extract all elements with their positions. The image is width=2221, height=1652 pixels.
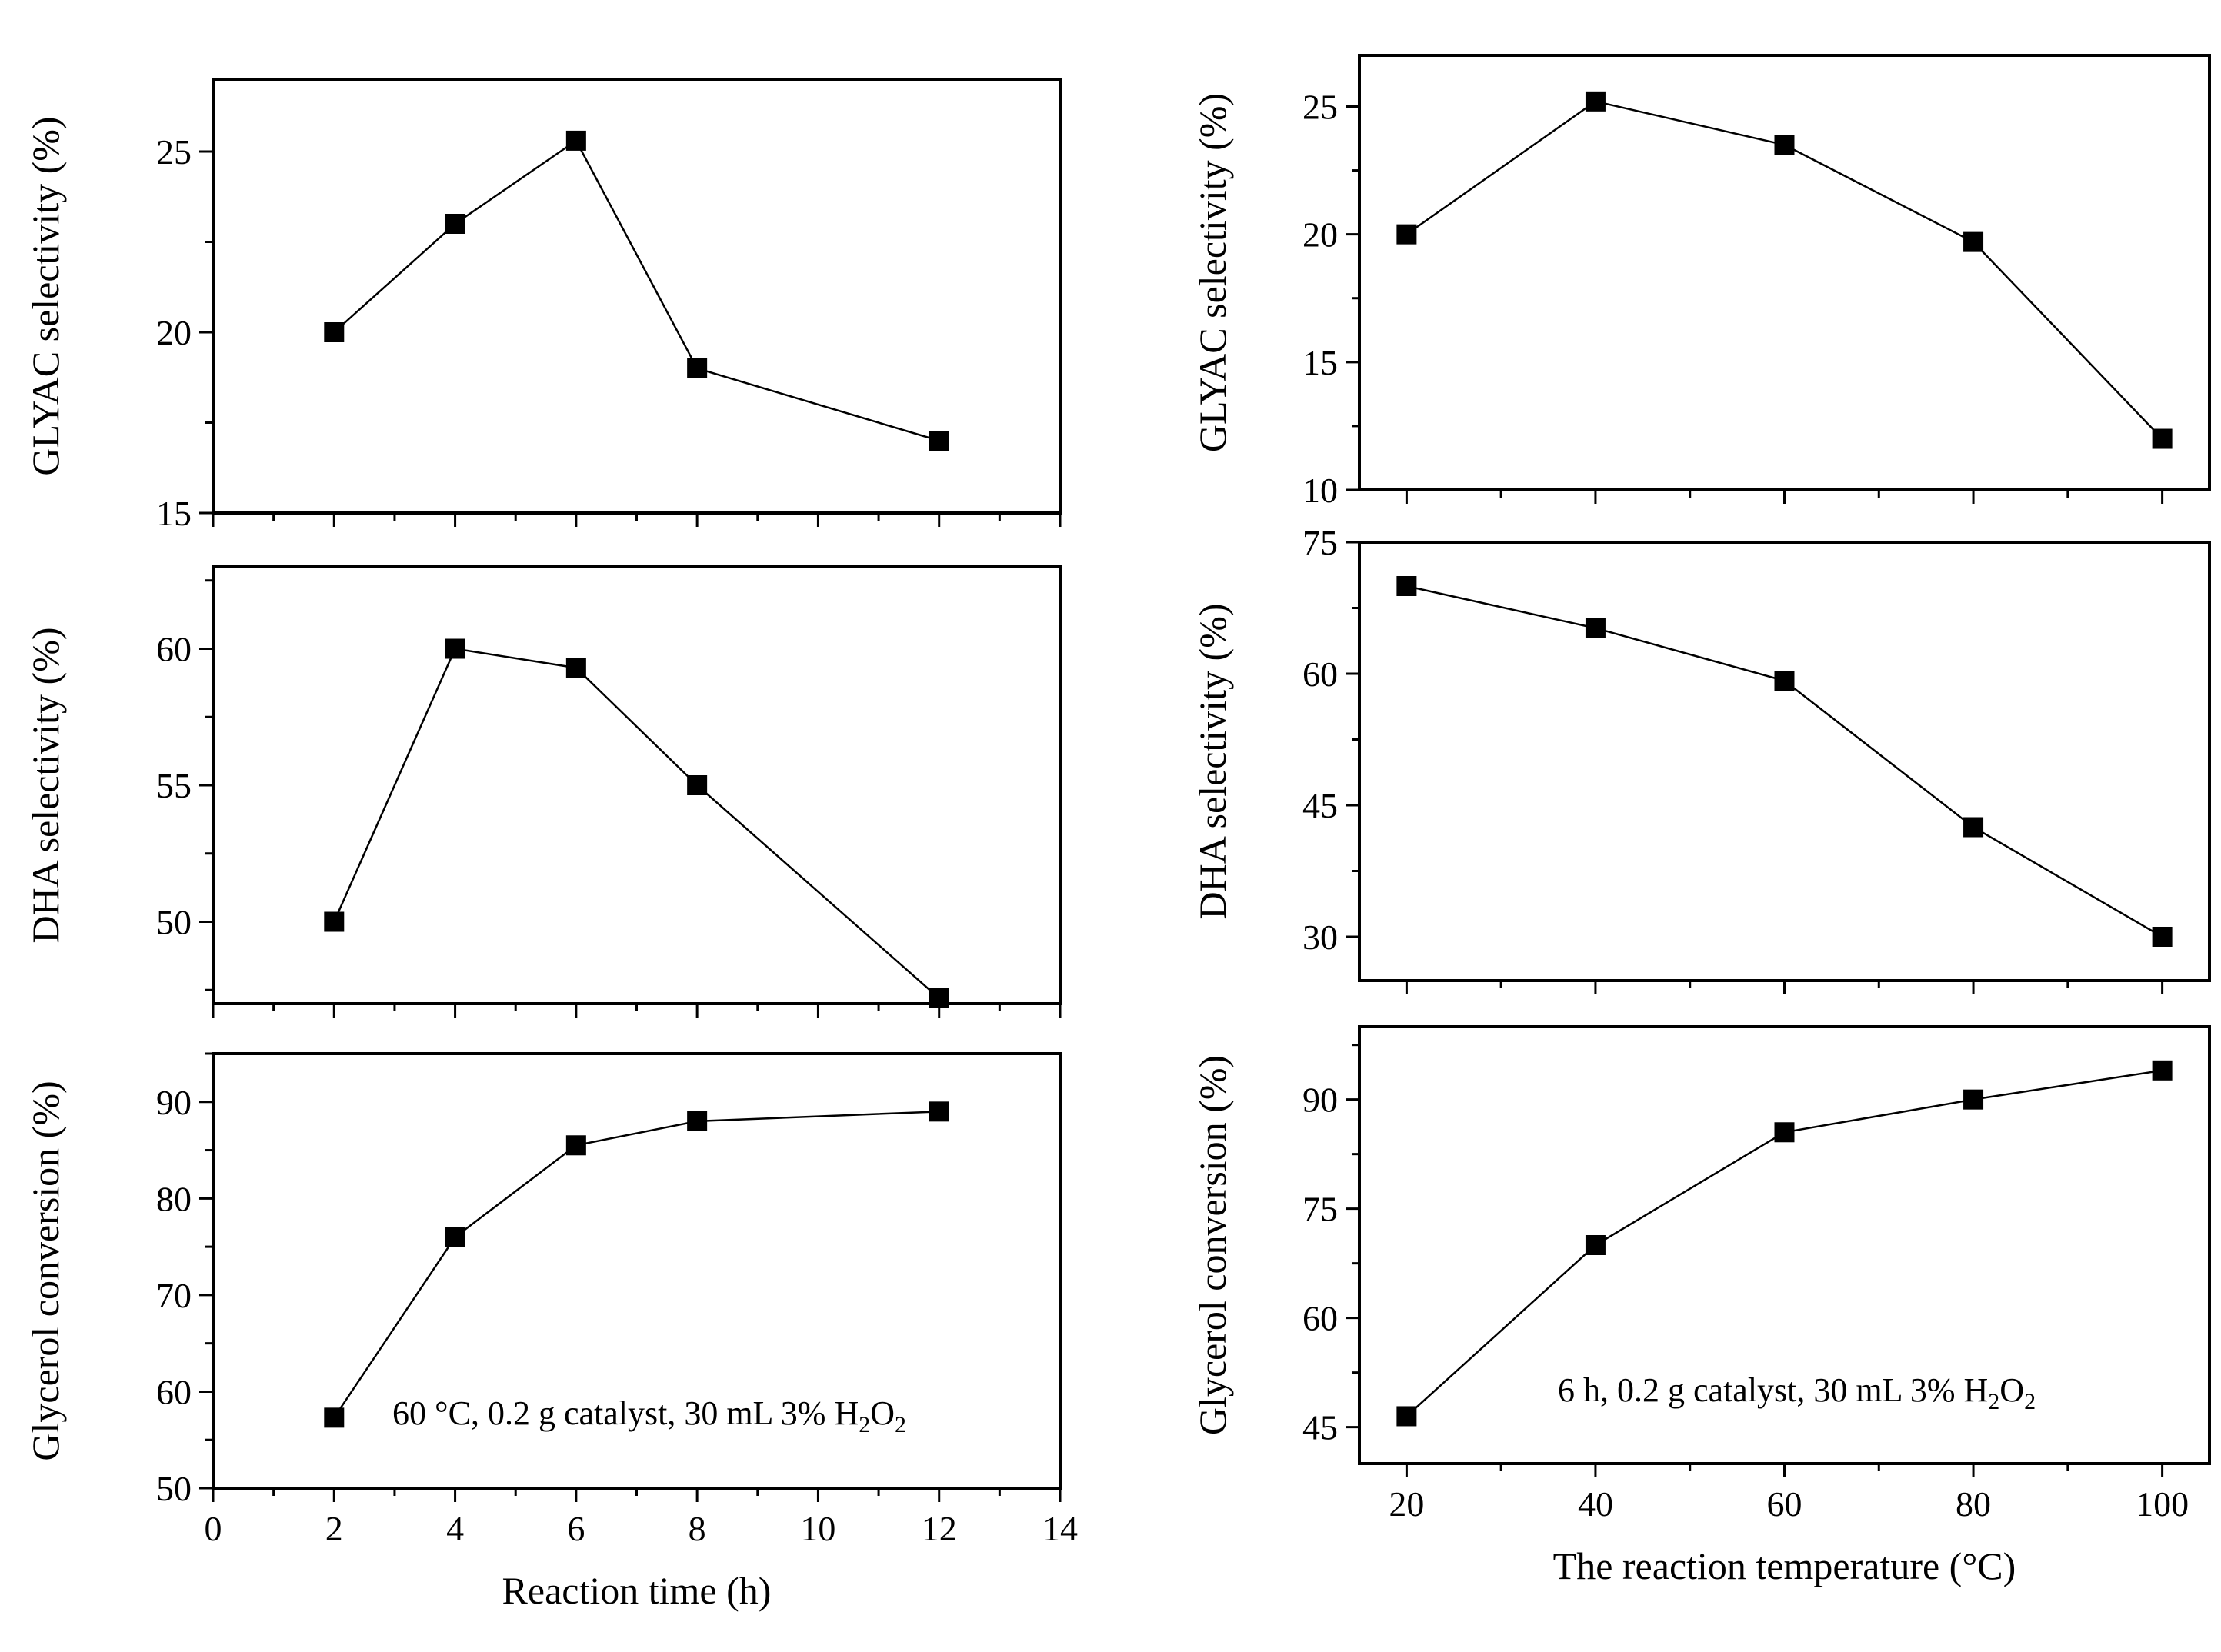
series-line — [333, 139, 940, 442]
y-tick-label: 45 — [1302, 1408, 1338, 1447]
y-tick-label: 55 — [156, 766, 192, 805]
y-axis-title: GLYAC selectivity (%) — [1191, 93, 1234, 452]
data-point — [687, 775, 708, 795]
x-tick-label: 80 — [1956, 1484, 1991, 1524]
x-tick-label: 40 — [1578, 1484, 1613, 1524]
y-tick-label: 30 — [1302, 918, 1338, 957]
y-axis-title: GLYAC selectivity (%) — [24, 116, 67, 475]
y-tick-label: 20 — [1302, 215, 1338, 255]
x-tick-label: 0 — [205, 1509, 222, 1548]
y-tick-label: 80 — [156, 1179, 192, 1218]
plot-frame — [212, 565, 1062, 1005]
y-tick-label: 90 — [156, 1083, 192, 1122]
y-tick-label: 60 — [1302, 1299, 1338, 1338]
annotation-sub2: 2 — [895, 1412, 906, 1437]
series-line — [1406, 585, 2163, 938]
data-point — [1963, 231, 1984, 252]
data-point — [687, 1111, 708, 1131]
condition-annotation: 60 °C, 0.2 g catalyst, 30 mL 3% H2O2 — [392, 1394, 906, 1437]
y-axis-title: DHA selectivity (%) — [1191, 603, 1234, 919]
y-tick-label: 60 — [1302, 654, 1338, 694]
y-tick-label: 20 — [156, 313, 192, 352]
data-point — [565, 658, 586, 678]
chart-right-top: 10 15 20 25 GLYAC selectivity (%) — [1191, 54, 2211, 510]
data-point — [445, 638, 465, 659]
data-point — [1963, 1089, 1984, 1110]
x-tick-label: 6 — [567, 1509, 585, 1548]
y-tick-label: 15 — [1302, 343, 1338, 382]
chart-right-bottom: 45 60 75 90 20 40 60 80 100 Glycerol conversion (… — [1191, 1025, 2211, 1587]
x-tick-label: 4 — [446, 1509, 464, 1548]
data-point — [565, 130, 586, 151]
data-point — [1585, 618, 1606, 638]
data-point — [687, 358, 708, 378]
y-tick-label: 60 — [156, 1372, 192, 1411]
annotation-sub2: 2 — [2024, 1389, 2036, 1414]
annotation-sub1: 2 — [859, 1412, 870, 1437]
data-point — [1774, 135, 1795, 155]
x-tick-label: 8 — [689, 1509, 706, 1548]
data-point — [445, 1227, 465, 1247]
x-tick-label: 14 — [1042, 1509, 1078, 1548]
chart-right-middle: 30 45 60 75 DHA selectivity (%) — [1191, 523, 2211, 994]
data-point — [1585, 1235, 1606, 1255]
data-point — [929, 1101, 949, 1122]
series-line — [333, 1111, 939, 1419]
chart-left-bottom: 50 60 70 80 90 0 2 4 6 8 10 12 14 Glycerol conversion… — [24, 1052, 1078, 1612]
y-tick-label: 50 — [156, 903, 192, 942]
data-point — [324, 1407, 345, 1428]
data-point — [445, 214, 465, 234]
data-point — [2152, 927, 2173, 947]
x-axis-title: The reaction temperature (°C) — [1553, 1544, 2016, 1587]
data-point — [324, 322, 345, 342]
chart-left-top: 15 20 25 GLYAC selectivity (%) — [24, 78, 1062, 533]
data-point — [1774, 1122, 1795, 1143]
y-tick-label: 45 — [1302, 786, 1338, 825]
chart-left-middle: 50 55 60 DHA selectivity (%) — [24, 565, 1062, 1018]
y-tick-label: 60 — [156, 630, 192, 669]
annotation-sub1: 2 — [1988, 1389, 1999, 1414]
annotation-mid: O — [1999, 1371, 2024, 1409]
y-tick-label: 10 — [1302, 471, 1338, 510]
data-point — [1963, 817, 1984, 838]
x-tick-label: 20 — [1389, 1484, 1424, 1524]
annotation-main: 6 h, 0.2 g catalyst, 30 mL 3% H — [1558, 1371, 1988, 1409]
y-tick-label: 90 — [1302, 1081, 1338, 1120]
series-line — [333, 648, 940, 999]
data-point — [2152, 1060, 2173, 1081]
data-point — [1396, 576, 1417, 596]
y-tick-label: 25 — [1302, 87, 1338, 126]
y-tick-label: 25 — [156, 132, 192, 172]
data-point — [1774, 671, 1795, 691]
condition-annotation: 6 h, 0.2 g catalyst, 30 mL 3% H2O2 — [1558, 1371, 2036, 1414]
x-tick-label: 10 — [800, 1509, 835, 1548]
y-tick-label: 75 — [1302, 523, 1338, 562]
y-tick-label: 70 — [156, 1276, 192, 1315]
y-axis-title: Glycerol conversion (%) — [24, 1081, 67, 1460]
y-axis-title: Glycerol conversion (%) — [1191, 1055, 1234, 1435]
y-axis-title: DHA selectivity (%) — [24, 627, 67, 943]
data-point — [565, 1135, 586, 1156]
x-tick-label: 100 — [2136, 1484, 2189, 1524]
annotation-main: 60 °C, 0.2 g catalyst, 30 mL 3% H — [392, 1394, 859, 1432]
data-point — [1585, 91, 1606, 112]
data-point — [929, 988, 949, 1008]
series-line — [1406, 1069, 2163, 1417]
y-tick-label: 50 — [156, 1469, 192, 1508]
data-point — [2152, 428, 2173, 449]
annotation-mid: O — [870, 1394, 895, 1432]
x-axis-title: Reaction time (h) — [502, 1569, 772, 1612]
x-tick-label: 2 — [325, 1509, 343, 1548]
y-tick-label: 75 — [1302, 1190, 1338, 1229]
data-point — [1396, 224, 1417, 245]
x-tick-label: 12 — [922, 1509, 957, 1548]
y-tick-label: 15 — [156, 494, 192, 533]
data-point — [1396, 1406, 1417, 1427]
x-tick-label: 60 — [1767, 1484, 1802, 1524]
data-point — [324, 911, 345, 932]
plot-frame — [1358, 54, 2211, 491]
data-point — [929, 431, 949, 451]
plot-frame — [1358, 541, 2211, 982]
